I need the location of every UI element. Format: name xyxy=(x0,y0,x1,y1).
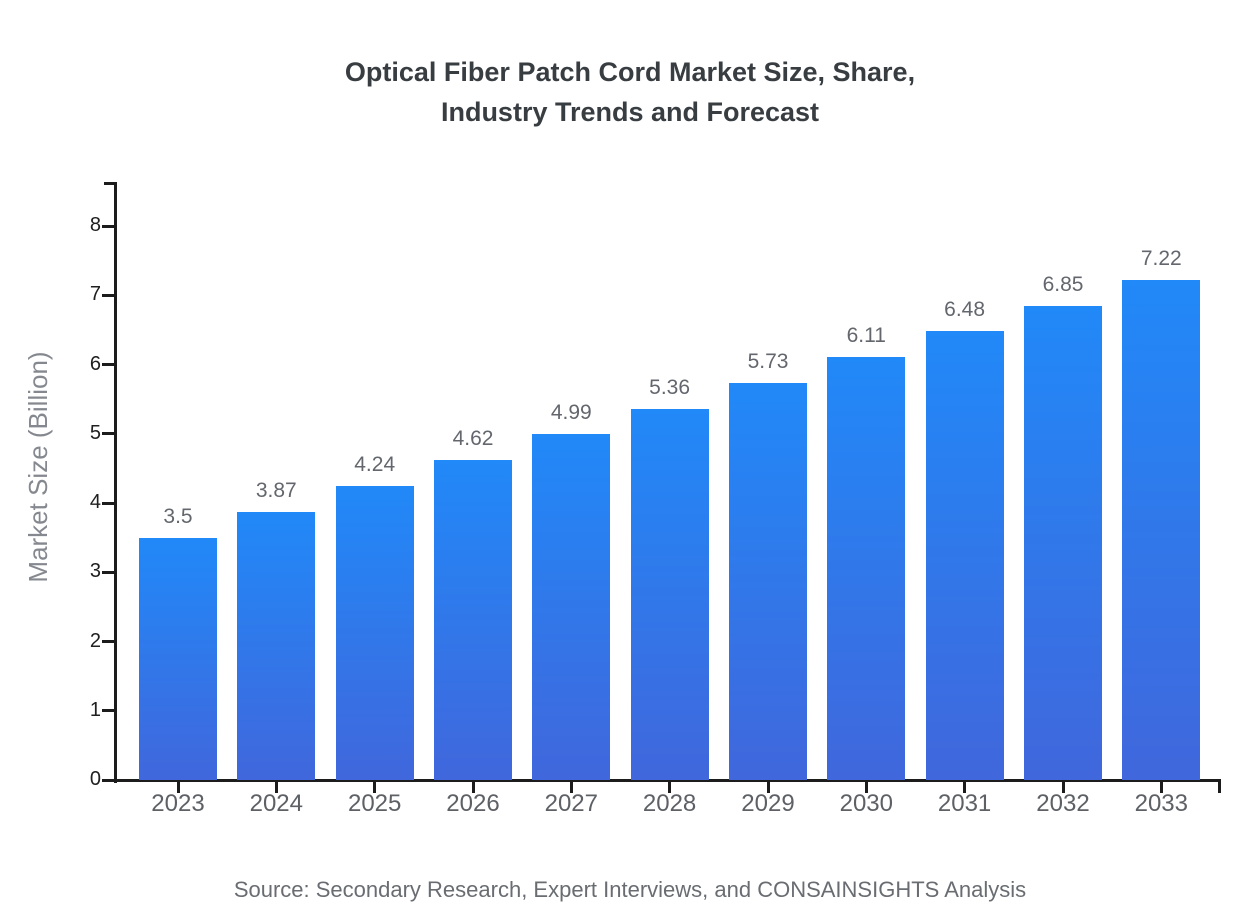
bar xyxy=(630,408,709,780)
x-tick-label: 2031 xyxy=(937,790,992,817)
bar-value-label: 4.24 xyxy=(354,453,396,477)
y-tick-label: 7 xyxy=(89,283,101,306)
y-tick-label: 2 xyxy=(89,629,101,652)
y-tick xyxy=(102,640,115,643)
y-tick xyxy=(102,570,115,574)
chart-title-line1: Optical Fiber Patch Cord Market Size, Sh… xyxy=(344,57,916,87)
bar xyxy=(1024,305,1102,780)
y-tick xyxy=(102,293,115,297)
y-tick xyxy=(102,432,115,436)
bar-value-label: 6.11 xyxy=(846,323,886,347)
x-tick-label: 2032 xyxy=(1036,790,1090,817)
source-note: Source: Secondary Research, Expert Inter… xyxy=(233,877,1027,902)
bar-value-label: 3.5 xyxy=(163,504,193,528)
y-tick-label: 4 xyxy=(89,491,101,513)
x-tick xyxy=(274,780,278,793)
x-tick-label: 2030 xyxy=(839,790,893,817)
y-tick-label: 1 xyxy=(89,698,101,721)
x-tick xyxy=(864,780,868,793)
x-tick xyxy=(766,780,770,793)
bar-value-label: 4.99 xyxy=(550,401,592,425)
bar xyxy=(237,512,316,780)
bar-value-label: 6.48 xyxy=(944,298,986,322)
x-axis-end-tick xyxy=(1218,779,1221,793)
y-axis-line xyxy=(114,182,117,783)
x-tick xyxy=(176,780,180,793)
bar xyxy=(925,331,1004,780)
x-tick-label: 2028 xyxy=(642,790,697,817)
y-tick xyxy=(102,778,115,782)
x-tick xyxy=(471,780,475,793)
bar-value-label: 5.73 xyxy=(747,350,789,374)
x-tick-label: 2026 xyxy=(446,790,500,817)
x-axis-line xyxy=(114,779,1221,782)
y-tick-label: 5 xyxy=(89,421,101,444)
bar xyxy=(1122,280,1201,780)
y-tick xyxy=(102,501,115,505)
y-tick xyxy=(102,709,115,713)
bar-value-label: 3.87 xyxy=(255,479,297,502)
y-tick-label: 3 xyxy=(89,560,101,583)
bar xyxy=(434,460,512,780)
bar-value-label: 7.22 xyxy=(1140,247,1182,270)
bar xyxy=(532,434,611,780)
x-tick xyxy=(1159,780,1163,793)
x-tick xyxy=(373,780,377,793)
x-tick-label: 2024 xyxy=(249,790,303,817)
x-tick-label: 2023 xyxy=(151,790,205,817)
y-tick-label: 8 xyxy=(89,214,101,236)
y-tick-label: 0 xyxy=(89,768,101,790)
bar xyxy=(335,486,414,780)
x-tick xyxy=(1061,780,1065,793)
bar xyxy=(729,383,807,780)
bar xyxy=(139,537,217,780)
x-tick-label: 2029 xyxy=(741,790,795,817)
bar-value-label: 6.85 xyxy=(1042,272,1084,296)
bar-value-label: 4.62 xyxy=(452,427,494,451)
x-tick xyxy=(963,780,967,793)
y-axis-end-tick xyxy=(104,182,115,185)
y-tick-label: 6 xyxy=(89,352,101,375)
x-tick xyxy=(668,780,672,793)
y-tick xyxy=(102,224,115,228)
chart-title-line2: Industry Trends and Forecast xyxy=(440,97,820,127)
bar xyxy=(827,356,906,780)
bar-value-label: 5.36 xyxy=(649,375,691,399)
chart-title: Optical Fiber Patch Cord Market Size, Sh… xyxy=(0,52,1260,132)
x-tick-label: 2033 xyxy=(1134,790,1188,817)
x-tick-label: 2025 xyxy=(347,790,402,817)
y-tick xyxy=(102,363,115,366)
x-tick-label: 2027 xyxy=(544,790,598,817)
x-tick xyxy=(569,780,573,793)
